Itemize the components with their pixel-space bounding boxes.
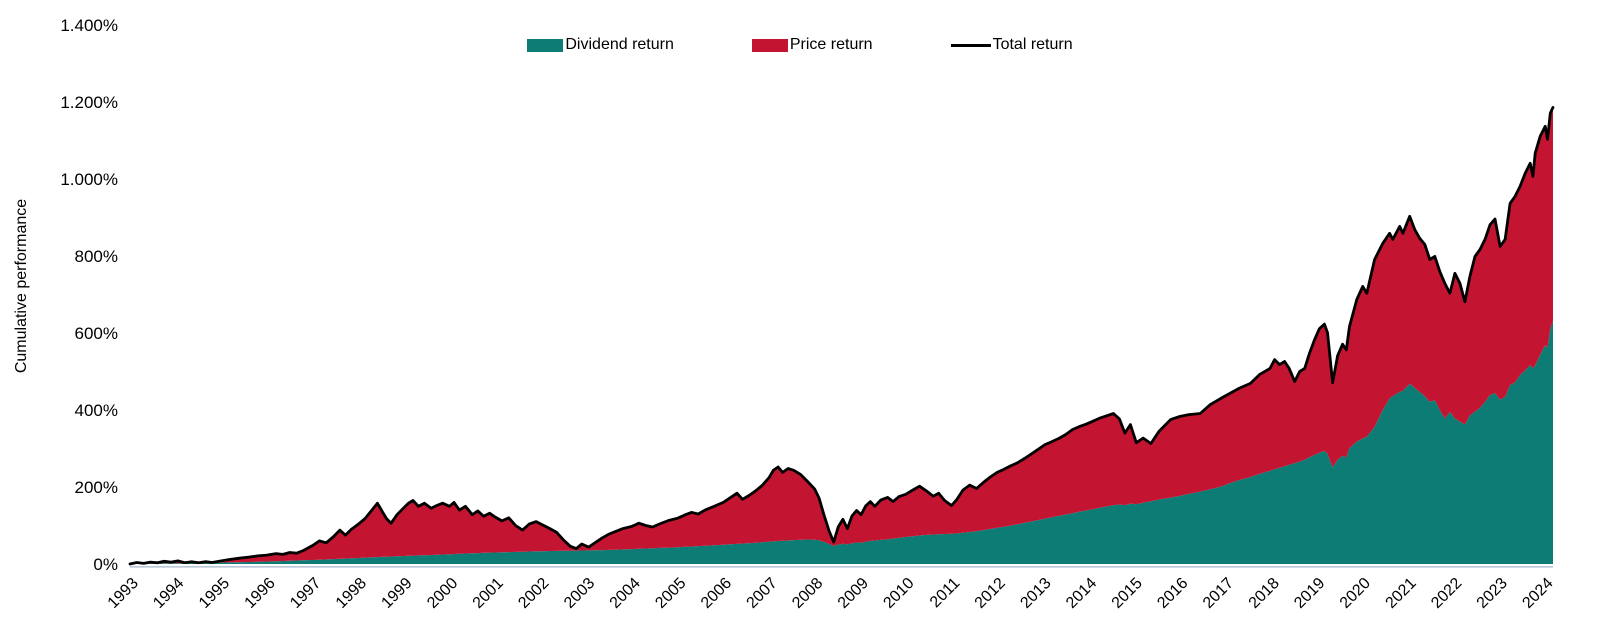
x-tick-label: 2004 bbox=[607, 575, 644, 612]
x-tick-label: 2017 bbox=[1200, 575, 1237, 612]
x-tick-label: 2008 bbox=[789, 575, 826, 612]
dividend-return-area bbox=[130, 320, 1553, 564]
y-tick-label: 1.000% bbox=[60, 170, 118, 189]
x-tick-label: 1993 bbox=[105, 575, 142, 612]
x-tick-label: 2022 bbox=[1428, 575, 1465, 612]
x-tick-label: 1996 bbox=[242, 575, 279, 612]
x-tick-label: 2009 bbox=[835, 575, 872, 612]
x-tick-label: 2024 bbox=[1519, 575, 1556, 612]
x-tick-label: 2020 bbox=[1337, 575, 1374, 612]
x-tick-label: 2014 bbox=[1063, 575, 1100, 612]
x-tick-label: 2000 bbox=[424, 575, 461, 612]
total-return-line bbox=[128, 106, 1555, 566]
x-tick-label: 2016 bbox=[1154, 575, 1191, 612]
y-tick-label: 400% bbox=[75, 401, 118, 420]
x-tick-label: 2001 bbox=[470, 575, 507, 612]
x-tick-label: 1995 bbox=[196, 575, 233, 612]
x-tick-label: 2011 bbox=[927, 575, 963, 611]
x-tick-label: 1994 bbox=[150, 575, 187, 612]
y-tick-label: 800% bbox=[75, 247, 118, 266]
x-tick-label: 2013 bbox=[1017, 575, 1054, 612]
x-tick-label: 2005 bbox=[652, 575, 689, 612]
x-tick-label: 1998 bbox=[333, 575, 370, 612]
y-axis-title: Cumulative performance bbox=[13, 198, 30, 374]
x-tick-label: 2018 bbox=[1246, 575, 1283, 612]
x-tick-label: 2012 bbox=[972, 575, 1009, 612]
x-tick-label: 1999 bbox=[378, 575, 415, 612]
x-tick-label: 2021 bbox=[1383, 575, 1420, 612]
y-tick-label: 0% bbox=[93, 555, 118, 574]
y-tick-label: 1.400% bbox=[60, 16, 118, 35]
y-tick-label: 600% bbox=[75, 324, 118, 343]
x-tick-label: 1997 bbox=[287, 575, 324, 612]
x-tick-label: 2002 bbox=[515, 575, 552, 612]
x-tick-label: 2019 bbox=[1291, 575, 1328, 612]
x-tick-label: 2006 bbox=[698, 575, 735, 612]
x-tick-label: 2007 bbox=[744, 575, 781, 612]
x-tick-label: 2015 bbox=[1109, 575, 1146, 612]
price-return-area bbox=[130, 107, 1553, 565]
y-tick-label: 200% bbox=[75, 478, 118, 497]
x-tick-label: 2003 bbox=[561, 575, 598, 612]
y-tick-label: 1.200% bbox=[60, 93, 118, 112]
x-tick-label: 2023 bbox=[1474, 575, 1511, 612]
x-tick-label: 2010 bbox=[880, 575, 917, 612]
